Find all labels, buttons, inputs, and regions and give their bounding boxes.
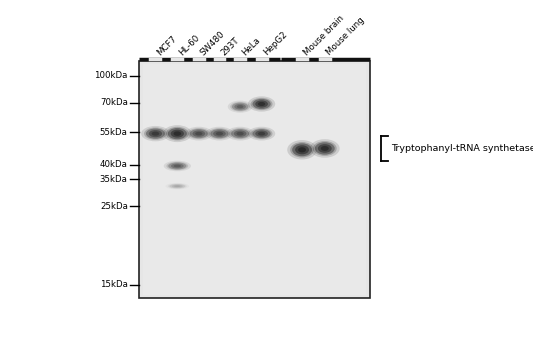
Text: SW480: SW480 <box>199 29 227 57</box>
Text: Mouse lung: Mouse lung <box>325 16 366 57</box>
Ellipse shape <box>168 184 187 189</box>
Text: 15kDa: 15kDa <box>100 280 128 289</box>
Text: MCF7: MCF7 <box>156 34 179 57</box>
Ellipse shape <box>174 131 181 136</box>
Ellipse shape <box>195 132 203 135</box>
Ellipse shape <box>315 142 335 155</box>
Ellipse shape <box>172 185 183 188</box>
Ellipse shape <box>253 99 271 109</box>
Ellipse shape <box>292 144 312 156</box>
Ellipse shape <box>258 102 265 106</box>
Text: HeLa: HeLa <box>240 36 262 57</box>
Ellipse shape <box>144 127 167 140</box>
Ellipse shape <box>255 131 268 137</box>
Ellipse shape <box>318 144 332 153</box>
Ellipse shape <box>235 104 246 110</box>
Ellipse shape <box>227 127 254 140</box>
Text: 40kDa: 40kDa <box>100 160 128 169</box>
Ellipse shape <box>213 131 226 137</box>
Ellipse shape <box>164 161 191 171</box>
Ellipse shape <box>298 147 306 152</box>
Ellipse shape <box>141 126 169 141</box>
Ellipse shape <box>313 141 337 156</box>
Text: 25kDa: 25kDa <box>100 202 128 211</box>
Bar <box>143 64 366 295</box>
Ellipse shape <box>231 129 249 138</box>
Ellipse shape <box>188 128 209 139</box>
Ellipse shape <box>248 127 275 140</box>
Ellipse shape <box>237 105 244 108</box>
Ellipse shape <box>146 128 165 139</box>
Ellipse shape <box>232 103 248 111</box>
Ellipse shape <box>168 162 187 169</box>
Ellipse shape <box>211 129 229 138</box>
Ellipse shape <box>149 130 162 137</box>
Ellipse shape <box>206 127 233 140</box>
Text: 35kDa: 35kDa <box>100 175 128 184</box>
Text: Tryptophanyl-tRNA synthetase 1: Tryptophanyl-tRNA synthetase 1 <box>391 144 533 153</box>
Ellipse shape <box>185 127 213 140</box>
Ellipse shape <box>171 163 184 168</box>
Ellipse shape <box>166 127 189 140</box>
Ellipse shape <box>208 128 230 139</box>
Ellipse shape <box>237 132 244 135</box>
Ellipse shape <box>253 129 271 138</box>
Ellipse shape <box>174 185 181 187</box>
Ellipse shape <box>290 142 314 158</box>
Ellipse shape <box>258 132 265 135</box>
Ellipse shape <box>151 132 159 136</box>
Text: 70kDa: 70kDa <box>100 98 128 107</box>
Text: 100kDa: 100kDa <box>94 71 128 80</box>
Ellipse shape <box>310 139 340 158</box>
Ellipse shape <box>171 130 184 138</box>
Ellipse shape <box>163 125 191 142</box>
Ellipse shape <box>174 164 181 167</box>
Ellipse shape <box>166 162 188 170</box>
Text: Mouse brain: Mouse brain <box>302 14 346 57</box>
Ellipse shape <box>230 102 250 112</box>
Ellipse shape <box>287 140 317 160</box>
Ellipse shape <box>169 184 185 188</box>
Text: HepG2: HepG2 <box>262 30 289 57</box>
Ellipse shape <box>166 183 189 189</box>
Ellipse shape <box>251 128 272 139</box>
Bar <box>139 61 370 298</box>
Ellipse shape <box>228 100 253 113</box>
Ellipse shape <box>251 98 272 110</box>
Text: 293T: 293T <box>220 36 241 57</box>
Ellipse shape <box>321 146 329 151</box>
Ellipse shape <box>295 145 309 154</box>
Text: HL-60: HL-60 <box>177 33 201 57</box>
Ellipse shape <box>229 128 251 139</box>
Ellipse shape <box>192 131 205 137</box>
Ellipse shape <box>248 96 275 112</box>
Ellipse shape <box>216 132 223 135</box>
Ellipse shape <box>234 131 246 137</box>
Ellipse shape <box>168 128 187 139</box>
Ellipse shape <box>255 100 268 107</box>
Ellipse shape <box>190 129 208 138</box>
Text: 55kDa: 55kDa <box>100 128 128 137</box>
